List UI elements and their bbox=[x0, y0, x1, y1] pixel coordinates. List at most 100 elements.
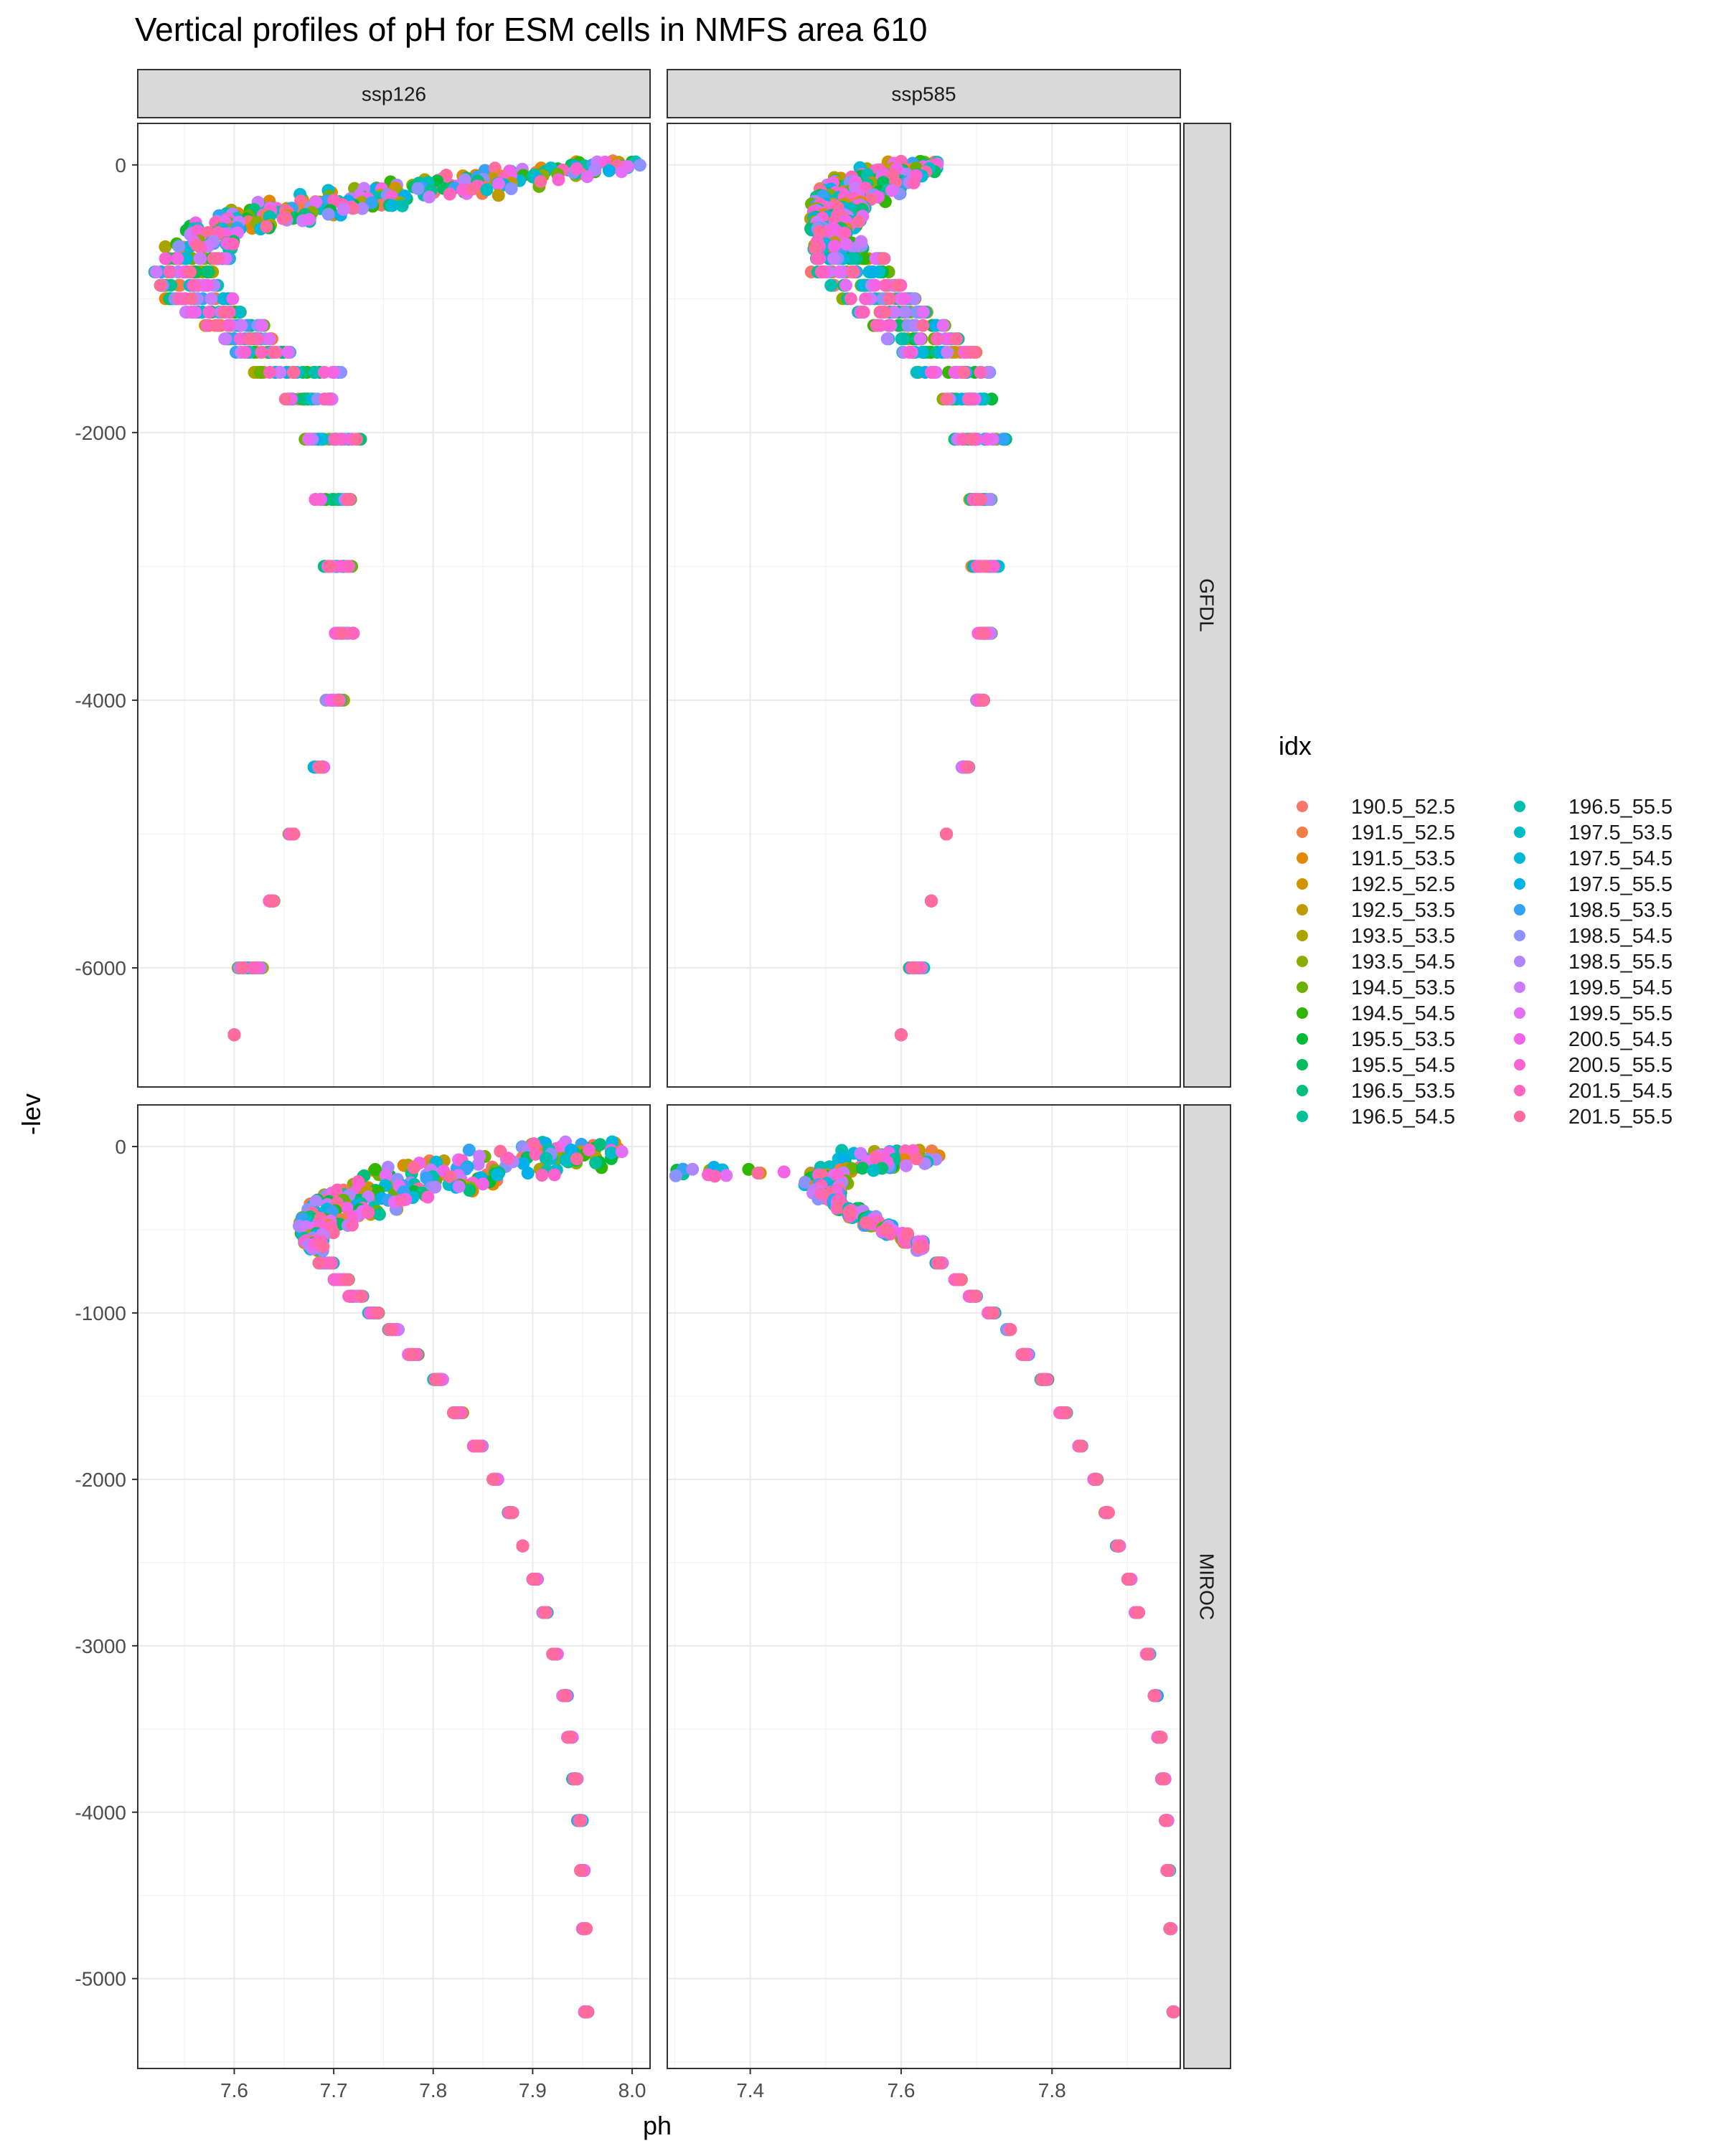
data-point bbox=[301, 433, 315, 446]
data-point bbox=[405, 1347, 418, 1361]
data-point bbox=[883, 319, 896, 332]
legend-key bbox=[1514, 1111, 1525, 1122]
legend-label: 195.5_53.5 bbox=[1351, 1028, 1455, 1051]
data-point bbox=[812, 225, 826, 238]
legend-label: 201.5_54.5 bbox=[1568, 1080, 1672, 1103]
y-tick-label: -4000 bbox=[75, 1802, 126, 1824]
legend-item: 191.5_52.5 bbox=[1297, 822, 1455, 844]
data-point bbox=[557, 1689, 571, 1703]
legend-key bbox=[1297, 930, 1308, 941]
data-point bbox=[751, 1167, 765, 1180]
legend-label: 191.5_53.5 bbox=[1351, 847, 1455, 870]
facet-strip-ssp585 bbox=[667, 69, 1181, 118]
data-point bbox=[255, 345, 268, 359]
legend-key bbox=[1514, 904, 1525, 915]
legend-key bbox=[1297, 982, 1308, 993]
facet-strip-label-GFDL: GFDL bbox=[1196, 578, 1218, 632]
data-point bbox=[407, 1161, 420, 1174]
data-point bbox=[563, 1731, 576, 1744]
data-point bbox=[824, 278, 838, 292]
data-point bbox=[342, 560, 355, 573]
y-tick-label: -2000 bbox=[75, 422, 126, 444]
data-point bbox=[987, 560, 1000, 573]
data-point bbox=[569, 1772, 583, 1786]
data-point bbox=[842, 1205, 856, 1218]
data-point bbox=[570, 162, 583, 176]
data-point bbox=[580, 2005, 593, 2019]
data-point bbox=[535, 1169, 549, 1182]
legend-label: 200.5_55.5 bbox=[1568, 1054, 1672, 1077]
data-point bbox=[832, 265, 846, 279]
legend-key bbox=[1297, 801, 1308, 812]
data-point bbox=[981, 433, 994, 446]
data-point bbox=[303, 212, 316, 226]
legend-item: 199.5_54.5 bbox=[1514, 976, 1672, 999]
data-point bbox=[491, 1168, 504, 1182]
data-point bbox=[573, 1814, 587, 1827]
data-point bbox=[867, 1164, 880, 1177]
legend-key bbox=[1297, 956, 1308, 967]
data-point bbox=[593, 1138, 607, 1152]
data-point bbox=[961, 761, 975, 774]
data-point bbox=[602, 164, 616, 177]
data-point bbox=[462, 1143, 476, 1157]
data-point bbox=[878, 306, 892, 319]
data-point bbox=[901, 1227, 915, 1241]
data-point bbox=[534, 174, 547, 188]
legend-item: 198.5_53.5 bbox=[1514, 899, 1672, 922]
data-point bbox=[574, 1863, 588, 1877]
panel-border bbox=[137, 1104, 651, 2069]
data-point bbox=[777, 1165, 791, 1179]
data-point bbox=[317, 365, 331, 379]
data-point bbox=[878, 278, 892, 292]
data-point bbox=[309, 195, 323, 209]
facet-strip-label-ssp126: ssp126 bbox=[362, 83, 426, 105]
data-point bbox=[895, 332, 908, 346]
data-point bbox=[977, 693, 990, 707]
legend-item: 197.5_55.5 bbox=[1514, 873, 1672, 896]
legend-item: 192.5_52.5 bbox=[1297, 873, 1455, 896]
data-point bbox=[866, 265, 880, 279]
legend-label: 194.5_54.5 bbox=[1351, 1002, 1455, 1025]
legend-key bbox=[1297, 1007, 1308, 1019]
legend-key bbox=[1514, 827, 1525, 838]
data-point bbox=[907, 961, 921, 974]
data-point bbox=[309, 493, 322, 507]
data-point bbox=[839, 237, 853, 251]
data-point bbox=[888, 306, 901, 319]
data-point bbox=[839, 278, 852, 292]
data-point bbox=[552, 173, 565, 187]
legend-label: 192.5_52.5 bbox=[1351, 873, 1455, 896]
data-point bbox=[312, 1256, 326, 1270]
data-point bbox=[395, 199, 409, 212]
data-point bbox=[1102, 1506, 1116, 1520]
data-point bbox=[1131, 1606, 1145, 1619]
legend-item: 194.5_54.5 bbox=[1297, 1002, 1455, 1025]
legend-label: 197.5_55.5 bbox=[1568, 873, 1672, 896]
panel-border bbox=[137, 123, 651, 1088]
legend-item: 192.5_53.5 bbox=[1297, 899, 1455, 922]
data-point bbox=[969, 1289, 982, 1303]
data-point bbox=[323, 560, 337, 573]
data-point bbox=[233, 332, 247, 346]
x-tick-label: 7.4 bbox=[736, 2079, 764, 2101]
facet-panels: 0 -2000 -4000 -6000 7.6 7.7 7.8 7.9 8.0 0 -1000 -20… bbox=[75, 123, 1181, 2101]
data-point bbox=[335, 626, 349, 640]
data-point bbox=[333, 693, 347, 707]
legend-label: 193.5_54.5 bbox=[1351, 951, 1455, 974]
legend-item: 193.5_54.5 bbox=[1297, 951, 1455, 974]
data-point bbox=[868, 278, 882, 292]
x-tick-label: 7.6 bbox=[220, 2079, 248, 2101]
data-point bbox=[891, 278, 905, 292]
data-point bbox=[720, 1169, 733, 1182]
x-tick-label: 7.6 bbox=[887, 2079, 915, 2101]
data-point bbox=[184, 292, 198, 306]
y-tick-label: -5000 bbox=[75, 1968, 126, 1990]
legend-item: 198.5_55.5 bbox=[1514, 951, 1672, 974]
legend-key bbox=[1297, 852, 1308, 864]
data-point bbox=[936, 319, 950, 332]
data-point bbox=[1156, 1772, 1170, 1786]
data-point bbox=[491, 177, 505, 191]
data-point bbox=[604, 1146, 618, 1159]
data-point bbox=[476, 1177, 489, 1191]
